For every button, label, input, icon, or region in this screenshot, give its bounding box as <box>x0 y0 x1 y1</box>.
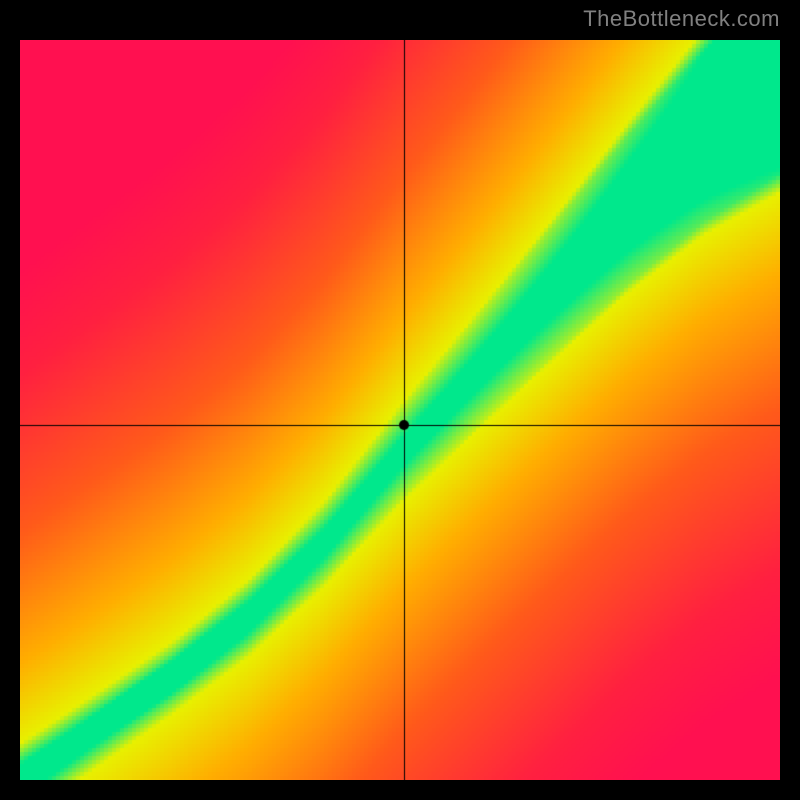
watermark-text: TheBottleneck.com <box>583 6 780 32</box>
heatmap-plot <box>20 40 780 780</box>
heatmap-canvas <box>20 40 780 780</box>
chart-container: TheBottleneck.com <box>0 0 800 800</box>
